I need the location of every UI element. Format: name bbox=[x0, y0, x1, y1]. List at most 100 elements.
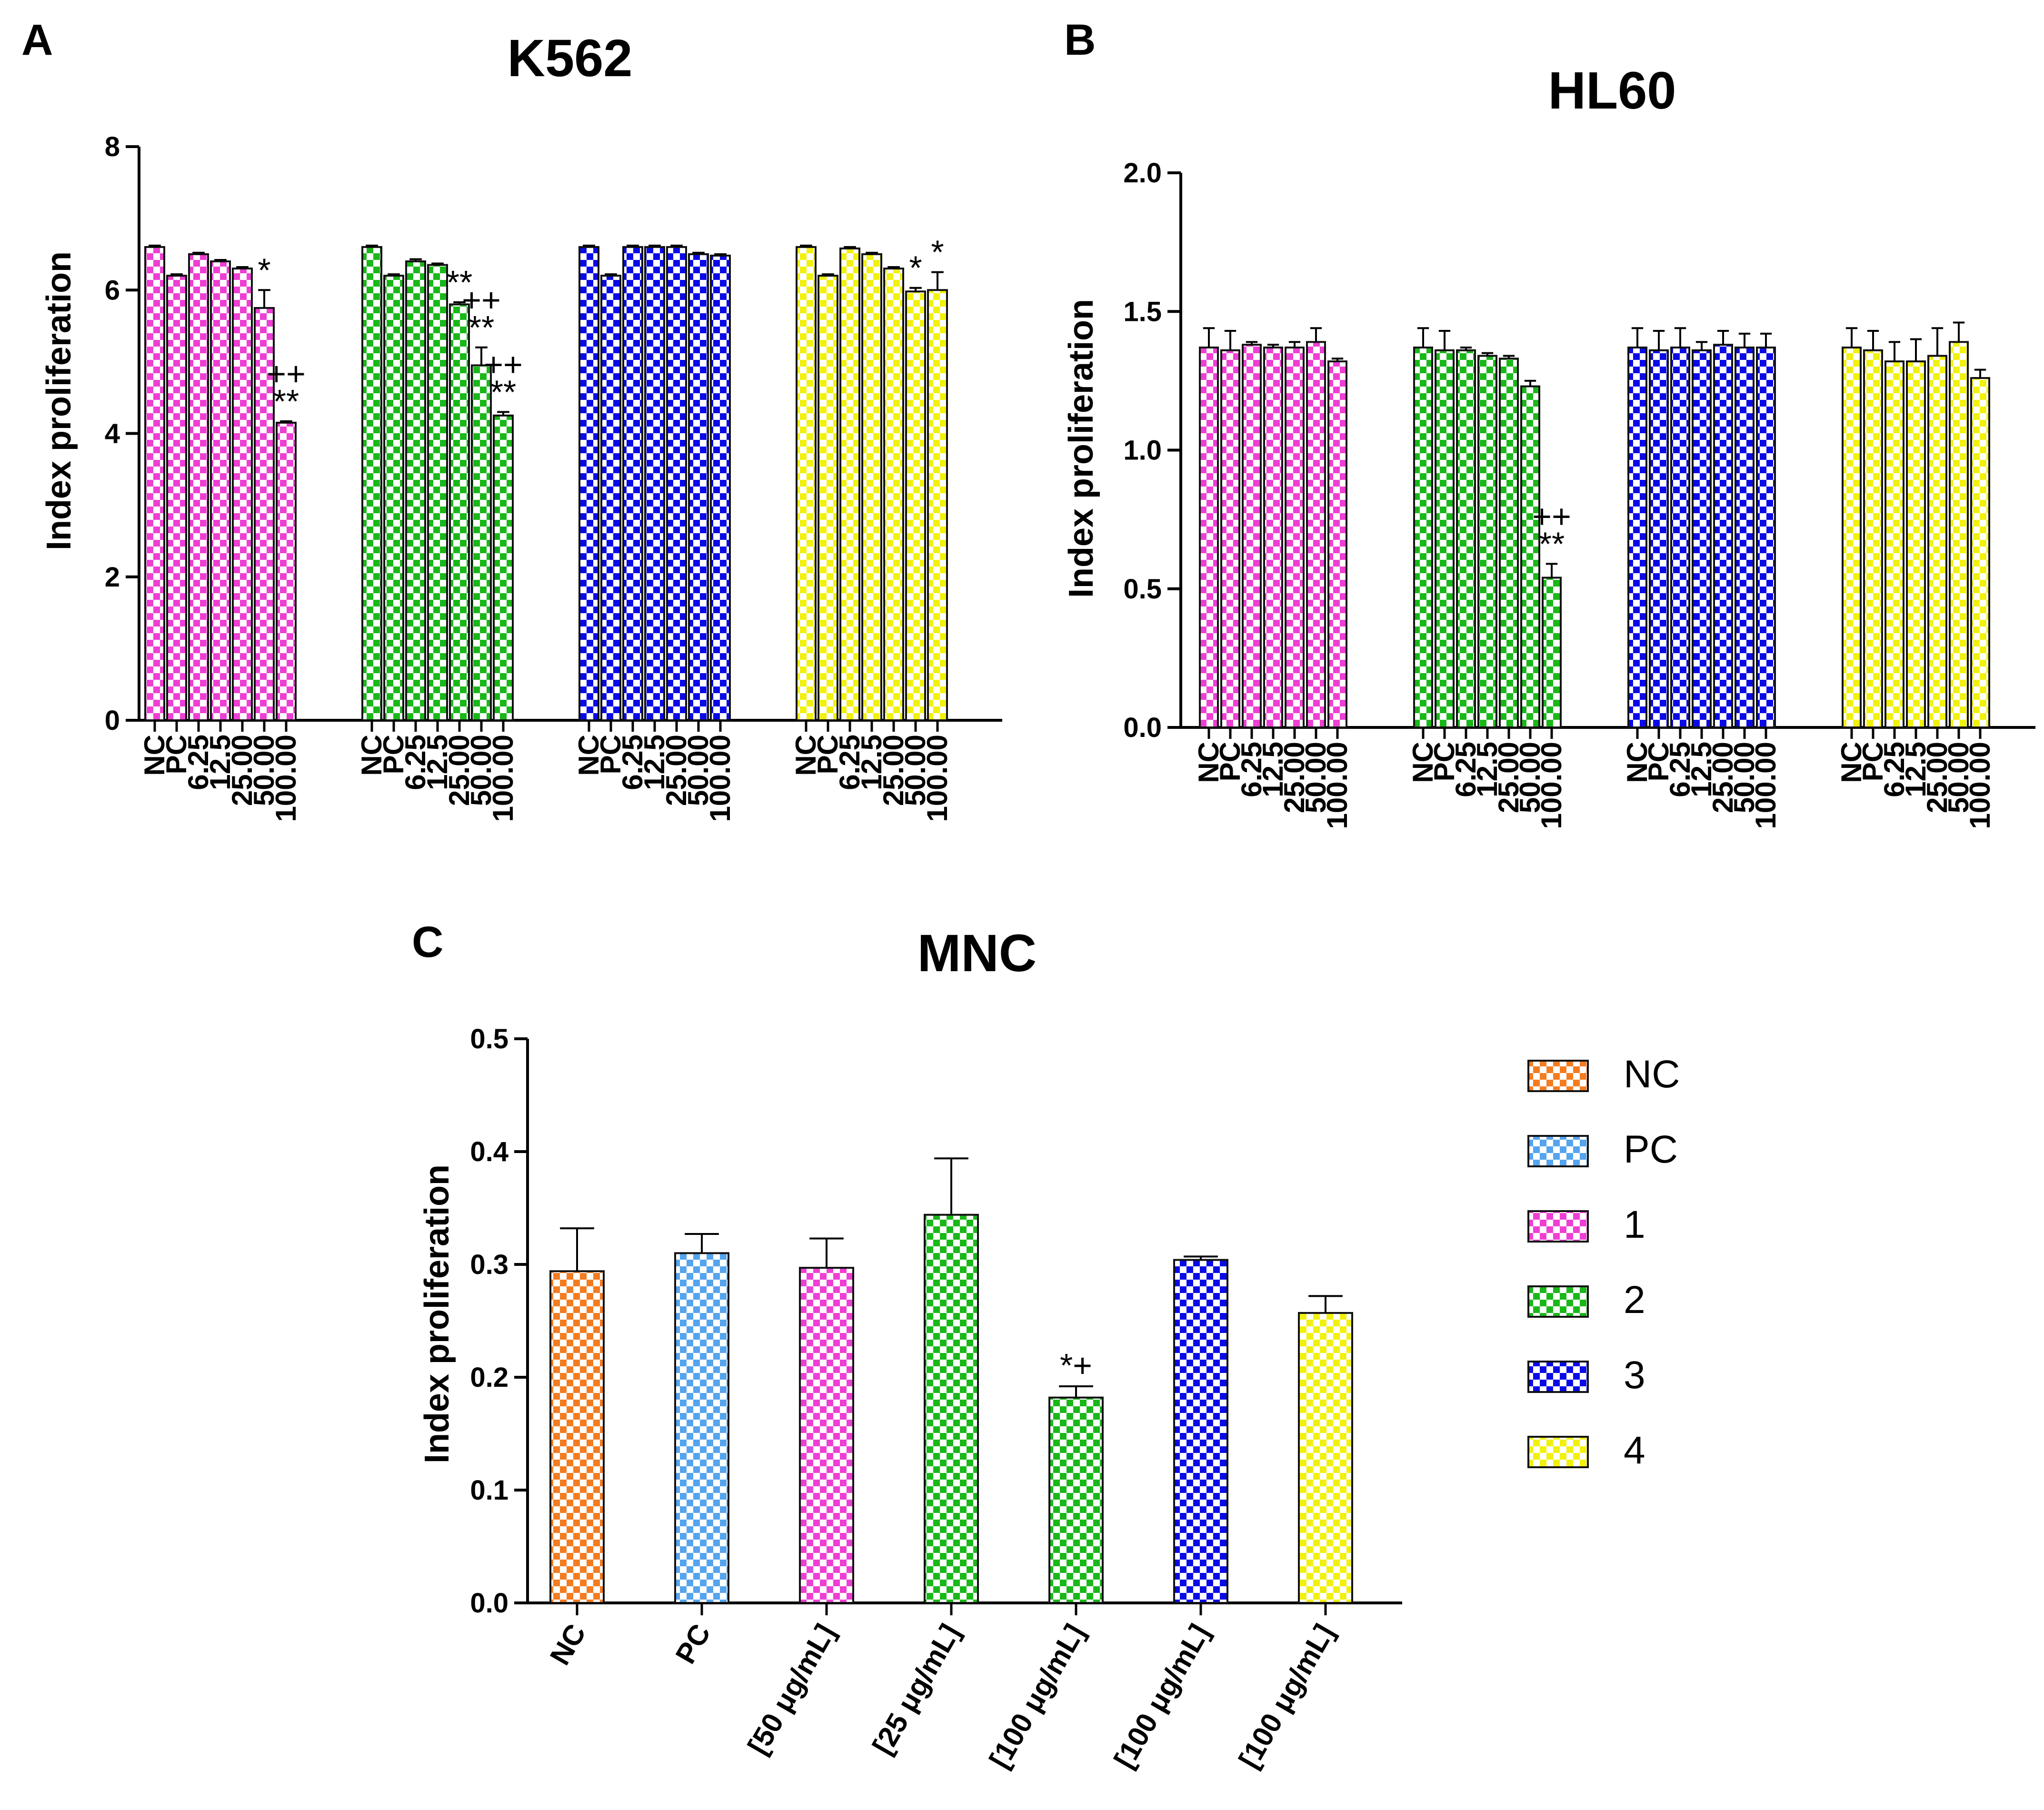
bar-hl60-series2-NC bbox=[1413, 346, 1433, 728]
bar-hl60-series1-100.00 bbox=[1327, 360, 1347, 728]
y-tick-label-mnc: 0.2 bbox=[470, 1362, 509, 1393]
panel-letter-a: A bbox=[21, 16, 53, 64]
x-tick-label-k562: 100.00 bbox=[921, 735, 953, 822]
legend-swatch-PC bbox=[1527, 1135, 1589, 1167]
x-tick-label-k562: NC bbox=[356, 735, 388, 776]
bar-hl60-series3-6.25 bbox=[1670, 346, 1690, 728]
bar-k562-series3-12.5 bbox=[644, 246, 665, 721]
bar-k562-series3-100.00 bbox=[710, 254, 731, 721]
y-tick-label-hl60: 1.5 bbox=[1123, 296, 1162, 327]
bar-hl60-series3-NC bbox=[1627, 346, 1647, 728]
bar-mnc-3 bbox=[924, 1213, 979, 1604]
x-tick-label-hl60: NC bbox=[1835, 742, 1867, 783]
x-tick-label-mnc: [50 μg/mL] bbox=[742, 1619, 842, 1760]
bar-k562-series2-NC bbox=[361, 246, 382, 721]
bar-hl60-series4-NC bbox=[1842, 346, 1862, 728]
legend-swatch-1 bbox=[1527, 1210, 1589, 1243]
y-tick-label-k562: 0 bbox=[105, 705, 120, 736]
bar-k562-series2-PC bbox=[383, 275, 404, 721]
y-axis-label-hl60: Index proliferation bbox=[1062, 299, 1100, 598]
panel-letter-b: B bbox=[1064, 16, 1096, 64]
legend-swatch-3 bbox=[1527, 1361, 1589, 1393]
bar-k562-series4-100.00 bbox=[927, 289, 948, 721]
bar-k562-series1-NC bbox=[144, 246, 165, 721]
x-tick-label-hl60: 25.00 bbox=[1921, 742, 1953, 813]
chart-title-mnc: MNC bbox=[917, 924, 1037, 983]
x-tick-label-k562: 6.25 bbox=[834, 735, 866, 790]
x-tick-label-k562: PC bbox=[378, 735, 409, 774]
legend-label-NC: NC bbox=[1624, 1053, 1680, 1096]
significance-marker-hl60: ++ bbox=[1532, 497, 1571, 535]
x-tick-label-k562: 6.25 bbox=[399, 735, 431, 790]
significance-marker-k562: ** bbox=[490, 373, 516, 410]
significance-marker-mnc: *+ bbox=[1060, 1347, 1092, 1384]
bar-hl60-series3-PC bbox=[1649, 349, 1669, 728]
significance-marker-k562: ++ bbox=[484, 346, 523, 383]
bar-k562-series4-NC bbox=[796, 246, 817, 721]
bar-hl60-series4-100.00 bbox=[1970, 377, 1990, 728]
x-tick-label-k562: 50.00 bbox=[899, 735, 931, 806]
x-tick-label-k562: PC bbox=[160, 735, 192, 774]
bar-k562-series1-6.25 bbox=[188, 253, 209, 721]
x-tick-label-k562: 50.00 bbox=[682, 735, 714, 806]
y-tick-label-hl60: 1.0 bbox=[1123, 435, 1162, 466]
y-tick-label-mnc: 0.1 bbox=[470, 1475, 509, 1506]
x-tick-label-mnc: [25 μg/mL] bbox=[867, 1619, 967, 1760]
bar-k562-series3-6.25 bbox=[622, 246, 643, 721]
significance-marker-k562: * bbox=[909, 249, 922, 287]
x-tick-label-hl60: 6.25 bbox=[1664, 742, 1696, 797]
x-tick-label-hl60: 6.25 bbox=[1236, 742, 1267, 797]
y-tick-label-k562: 2 bbox=[105, 562, 120, 593]
bar-k562-series4-12.5 bbox=[861, 253, 882, 721]
bar-k562-series4-6.25 bbox=[839, 247, 860, 721]
y-tick-label-mnc: 0.4 bbox=[470, 1136, 509, 1167]
y-tick-label-mnc: 0.3 bbox=[470, 1249, 509, 1280]
x-tick-label-hl60: 100.00 bbox=[1535, 742, 1567, 829]
significance-marker-hl60: ** bbox=[1539, 525, 1565, 562]
legend-swatch-4 bbox=[1527, 1436, 1589, 1468]
bar-k562-series1-100.00 bbox=[276, 421, 297, 721]
x-tick-label-k562: NC bbox=[790, 735, 822, 776]
bar-k562-series2-25.00 bbox=[449, 303, 470, 721]
chart-title-hl60: HL60 bbox=[1548, 61, 1676, 120]
legend-swatch-NC bbox=[1527, 1060, 1589, 1092]
x-tick-label-hl60: 50.00 bbox=[1728, 742, 1760, 813]
x-tick-label-hl60: 6.25 bbox=[1878, 742, 1910, 797]
x-tick-label-hl60: 12.5 bbox=[1471, 742, 1503, 797]
bar-mnc-5 bbox=[1173, 1259, 1228, 1604]
x-tick-label-k562: 100.00 bbox=[487, 735, 519, 822]
x-tick-label-mnc: [100 μg/mL] bbox=[983, 1619, 1091, 1773]
bar-mnc-0 bbox=[549, 1270, 605, 1604]
bar-k562-series2-50.00 bbox=[471, 364, 492, 721]
bar-k562-series3-25.00 bbox=[666, 246, 687, 721]
x-tick-label-hl60: 6.25 bbox=[1450, 742, 1482, 797]
x-tick-label-k562: 25.00 bbox=[226, 735, 258, 806]
bar-hl60-series1-25.00 bbox=[1285, 346, 1305, 728]
x-tick-label-k562: 25.00 bbox=[443, 735, 475, 806]
y-axis-label-mnc: Index proliferation bbox=[418, 1164, 456, 1463]
x-tick-label-mnc: [100 μg/mL] bbox=[1233, 1619, 1340, 1773]
x-tick-label-k562: 6.25 bbox=[617, 735, 648, 790]
y-tick-label-hl60: 0.0 bbox=[1123, 712, 1162, 743]
bar-hl60-series2-6.25 bbox=[1456, 349, 1476, 728]
bar-hl60-series4-25.00 bbox=[1927, 355, 1947, 728]
significance-marker-k562: * bbox=[258, 251, 270, 288]
x-tick-label-k562: 25.00 bbox=[660, 735, 692, 806]
bar-k562-series4-25.00 bbox=[883, 268, 904, 721]
bar-k562-series4-PC bbox=[818, 275, 838, 721]
bar-hl60-series3-100.00 bbox=[1756, 346, 1776, 728]
bar-hl60-series1-PC bbox=[1220, 349, 1240, 728]
bar-hl60-series4-50.00 bbox=[1949, 341, 1969, 728]
x-tick-label-hl60: 100.00 bbox=[1321, 742, 1353, 829]
x-tick-label-k562: 25.00 bbox=[877, 735, 909, 806]
x-tick-label-k562: 6.25 bbox=[182, 735, 214, 790]
y-tick-label-mnc: 0.5 bbox=[470, 1024, 509, 1054]
x-tick-label-k562: 12.5 bbox=[638, 735, 670, 790]
bar-k562-series1-25.00 bbox=[232, 268, 253, 721]
panel-c-mnc: C MNC Index proliferation 0.0 0.1 0.2 0.3 0.… bbox=[412, 918, 1402, 1773]
legend-label-1: 1 bbox=[1624, 1203, 1645, 1246]
x-tick-label-hl60: 25.00 bbox=[1278, 742, 1310, 813]
x-tick-label-hl60: 100.00 bbox=[1750, 742, 1782, 829]
bar-hl60-series4-PC bbox=[1863, 349, 1883, 728]
x-tick-label-k562: PC bbox=[595, 735, 627, 774]
